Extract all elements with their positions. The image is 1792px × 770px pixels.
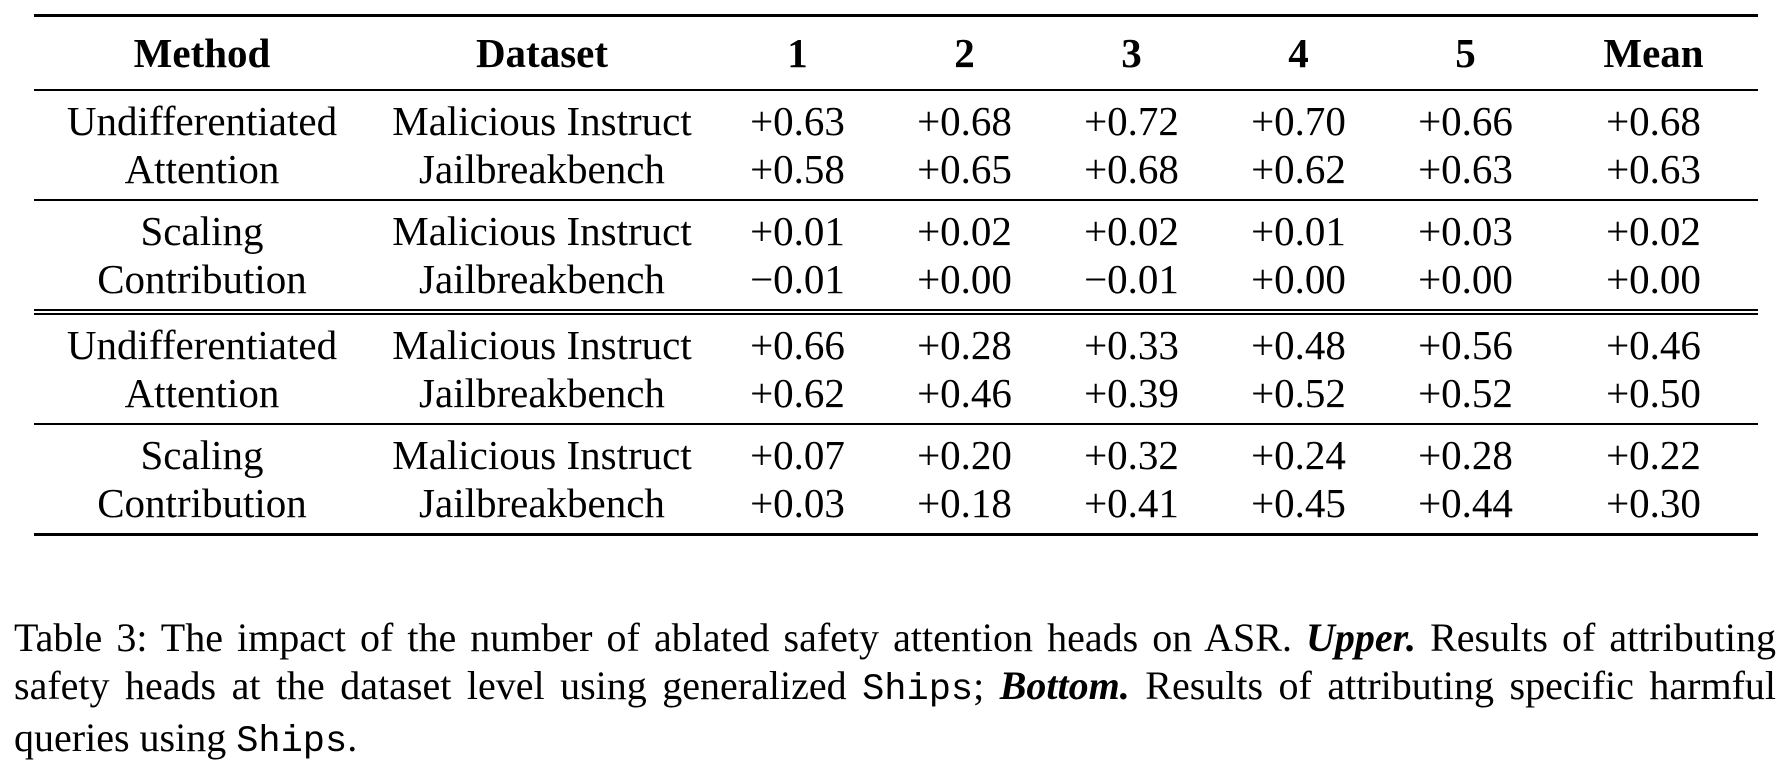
header-2: 2 <box>881 14 1048 91</box>
value-cell: +0.48 <box>1251 322 1346 368</box>
mean-cell: +0.22 <box>1606 432 1701 478</box>
value-cell: +0.20 <box>917 432 1012 478</box>
mean-cell: +0.46 <box>1606 322 1701 368</box>
method-cell: Scaling <box>140 432 264 478</box>
value-cell: +0.00 <box>1215 255 1382 315</box>
caption-bottom-text: Results of attributing specific harmful … <box>14 663 1776 760</box>
value-cell: +0.39 <box>1048 369 1215 425</box>
table-row: Attention Jailbreakbench +0.62 +0.46 +0.… <box>34 369 1758 425</box>
value-cell: +0.62 <box>714 369 881 425</box>
table-row: Scaling Malicious Instruct +0.01 +0.02 +… <box>34 200 1758 255</box>
value-cell: +0.52 <box>1382 369 1549 425</box>
header-5: 5 <box>1382 14 1549 91</box>
dataset-cell: Jailbreakbench <box>370 369 714 425</box>
table-row: Contribution Jailbreakbench −0.01 +0.00 … <box>34 255 1758 315</box>
dataset-cell: Malicious Instruct <box>392 432 692 478</box>
method-cell: Undifferentiated <box>66 322 338 368</box>
value-cell: +0.02 <box>917 208 1012 254</box>
caption-end: . <box>347 715 358 760</box>
value-cell: +0.63 <box>750 98 845 144</box>
value-cell: +0.44 <box>1382 479 1549 536</box>
value-cell: +0.03 <box>714 479 881 536</box>
results-table-container: Method Dataset 1 2 3 4 5 Mean Undifferen… <box>34 14 1758 536</box>
value-cell: −0.01 <box>714 255 881 315</box>
value-cell: +0.70 <box>1251 98 1346 144</box>
mean-cell: +0.50 <box>1549 369 1758 425</box>
caption-upper-label: Upper. <box>1306 615 1417 660</box>
value-cell: +0.32 <box>1084 432 1179 478</box>
table-row: Undifferentiated Malicious Instruct +0.6… <box>34 90 1758 145</box>
caption-upper-text: Results of attributing safety heads at t… <box>14 615 1776 708</box>
value-cell: +0.56 <box>1418 322 1513 368</box>
mean-cell: +0.30 <box>1549 479 1758 536</box>
method-cell: Contribution <box>34 255 370 315</box>
mean-cell: +0.68 <box>1606 98 1701 144</box>
value-cell: +0.52 <box>1215 369 1382 425</box>
value-cell: +0.00 <box>1382 255 1549 315</box>
value-cell: +0.28 <box>917 322 1012 368</box>
value-cell: +0.01 <box>750 208 845 254</box>
dataset-cell: Jailbreakbench <box>370 255 714 315</box>
dataset-cell: Malicious Instruct <box>392 322 692 368</box>
caption-ships-code: Ships <box>862 669 974 711</box>
header-1: 1 <box>714 14 881 91</box>
value-cell: +0.33 <box>1084 322 1179 368</box>
dataset-cell: Jailbreakbench <box>370 479 714 536</box>
method-cell: Attention <box>34 145 370 201</box>
method-cell: Scaling <box>140 208 264 254</box>
table-row: Attention Jailbreakbench +0.58 +0.65 +0.… <box>34 145 1758 201</box>
header-row: Method Dataset 1 2 3 4 5 Mean <box>34 14 1758 91</box>
value-cell: +0.68 <box>1048 145 1215 201</box>
value-cell: +0.02 <box>1084 208 1179 254</box>
method-cell: Undifferentiated <box>66 98 338 144</box>
header-method: Method <box>34 14 370 91</box>
value-cell: +0.46 <box>881 369 1048 425</box>
value-cell: +0.45 <box>1215 479 1382 536</box>
table-row: Contribution Jailbreakbench +0.03 +0.18 … <box>34 479 1758 536</box>
value-cell: +0.63 <box>1382 145 1549 201</box>
method-cell: Contribution <box>34 479 370 536</box>
dataset-cell: Jailbreakbench <box>370 145 714 201</box>
method-cell: Attention <box>34 369 370 425</box>
mean-cell: +0.63 <box>1549 145 1758 201</box>
ablation-results-table: Method Dataset 1 2 3 4 5 Mean Undifferen… <box>34 14 1758 536</box>
header-3: 3 <box>1048 14 1215 91</box>
table-caption: Table 3: The impact of the number of abl… <box>14 614 1776 766</box>
caption-bottom-label: Bottom. <box>999 663 1130 708</box>
dataset-cell: Malicious Instruct <box>392 98 692 144</box>
value-cell: +0.72 <box>1084 98 1179 144</box>
value-cell: −0.01 <box>1048 255 1215 315</box>
header-mean: Mean <box>1549 14 1758 91</box>
value-cell: +0.00 <box>881 255 1048 315</box>
caption-intro: Table 3: The impact of the number of abl… <box>14 615 1307 660</box>
value-cell: +0.58 <box>714 145 881 201</box>
value-cell: +0.66 <box>750 322 845 368</box>
value-cell: +0.01 <box>1251 208 1346 254</box>
value-cell: +0.62 <box>1215 145 1382 201</box>
value-cell: +0.07 <box>750 432 845 478</box>
value-cell: +0.28 <box>1418 432 1513 478</box>
header-dataset: Dataset <box>370 14 714 91</box>
value-cell: +0.65 <box>881 145 1048 201</box>
header-4: 4 <box>1215 14 1382 91</box>
mean-cell: +0.02 <box>1606 208 1701 254</box>
caption-separator: ; <box>973 663 1000 708</box>
value-cell: +0.03 <box>1418 208 1513 254</box>
dataset-cell: Malicious Instruct <box>392 208 692 254</box>
value-cell: +0.18 <box>881 479 1048 536</box>
mean-cell: +0.00 <box>1549 255 1758 315</box>
value-cell: +0.68 <box>917 98 1012 144</box>
table-row: Undifferentiated Malicious Instruct +0.6… <box>34 312 1758 369</box>
table-row: Scaling Malicious Instruct +0.07 +0.20 +… <box>34 424 1758 479</box>
caption-ships-code-2: Ships <box>236 721 348 763</box>
value-cell: +0.66 <box>1418 98 1513 144</box>
value-cell: +0.41 <box>1048 479 1215 536</box>
value-cell: +0.24 <box>1251 432 1346 478</box>
